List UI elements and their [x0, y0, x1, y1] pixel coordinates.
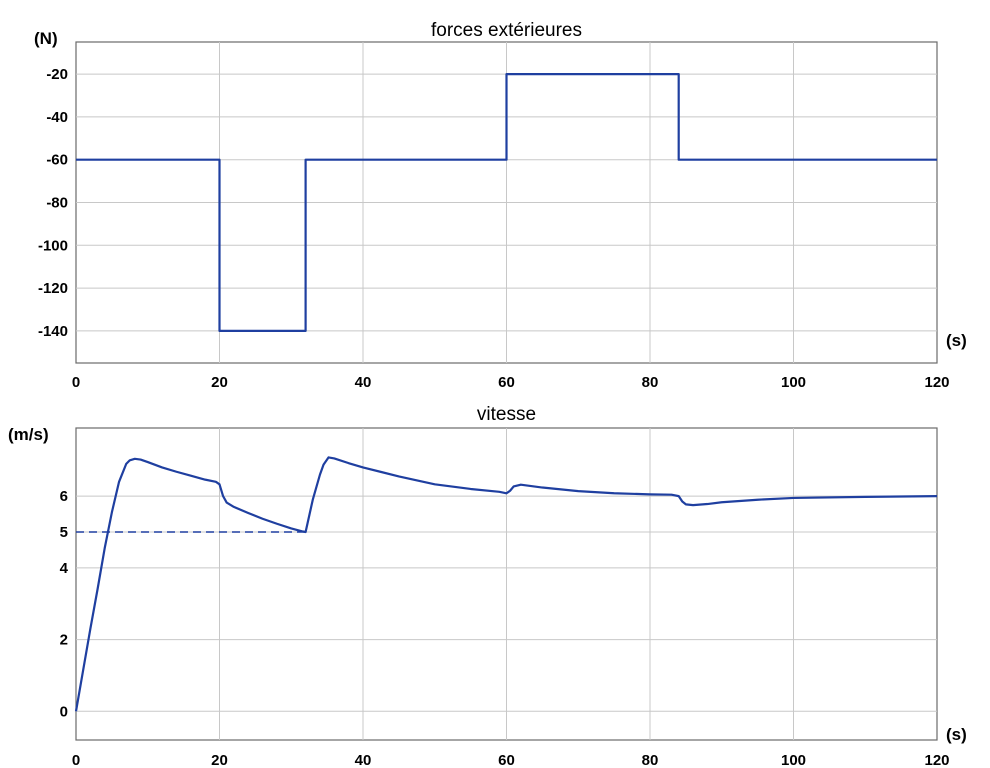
x-tick-label: 0: [72, 374, 80, 391]
y-tick-label: 6: [60, 488, 68, 505]
x-tick-label: 60: [498, 752, 515, 768]
y-tick-label: -140: [38, 323, 68, 340]
chart-forces: 0 20 40 60 80 100 120-140-120-100-80-60-40-20 …: [34, 20, 967, 391]
tick-labels: 0 20 40 60 80 100 120 0 2 4 5 6: [60, 488, 950, 768]
x-tick-label: 40: [355, 752, 372, 768]
x-tick-label: 120: [924, 374, 949, 391]
x-tick-label: 60: [498, 374, 515, 391]
series-line: [74, 456, 938, 712]
x-tick-label: 80: [642, 752, 659, 768]
y-tick-label: 2: [60, 632, 68, 649]
y-tick-label: -40: [46, 109, 68, 126]
x-tick-label: 20: [211, 752, 228, 768]
tick-labels: 0 20 40 60 80 100 120 -140 -120 -100 -80 -60 -40 -20: [38, 66, 950, 391]
x-axis-label: (s): [946, 331, 967, 350]
x-tick-label: 100: [781, 752, 806, 768]
y-axis-label: (N): [34, 29, 58, 48]
chart-title: forces extérieures: [431, 20, 582, 41]
y-axis-label: (m/s): [8, 425, 49, 444]
x-tick-label: 0: [72, 752, 80, 768]
y-tick-label: 4: [60, 560, 69, 577]
grid: [76, 428, 937, 740]
series-layer: [74, 456, 938, 712]
y-tick-label: -80: [46, 195, 68, 212]
y-tick-label: -20: [46, 66, 68, 83]
x-tick-label: 120: [924, 752, 949, 768]
y-tick-label: -100: [38, 237, 68, 254]
chart-title: vitesse: [477, 404, 536, 425]
x-tick-label: 40: [355, 374, 372, 391]
y-tick-label: 0: [60, 703, 68, 720]
y-tick-label: 5: [60, 524, 68, 541]
x-tick-label: 100: [781, 374, 806, 391]
y-tick-label: -60: [46, 152, 68, 169]
x-tick-label: 20: [211, 374, 228, 391]
series-layer: [76, 73, 937, 332]
x-tick-label: 80: [642, 374, 659, 391]
chart-vitesse: 0 20 40 60 80 100 120 0 2 4 5 6 vitesse (m/s) (s): [8, 404, 967, 768]
x-axis-label: (s): [946, 725, 967, 744]
y-tick-label: -120: [38, 280, 68, 297]
series-line: [76, 73, 937, 332]
